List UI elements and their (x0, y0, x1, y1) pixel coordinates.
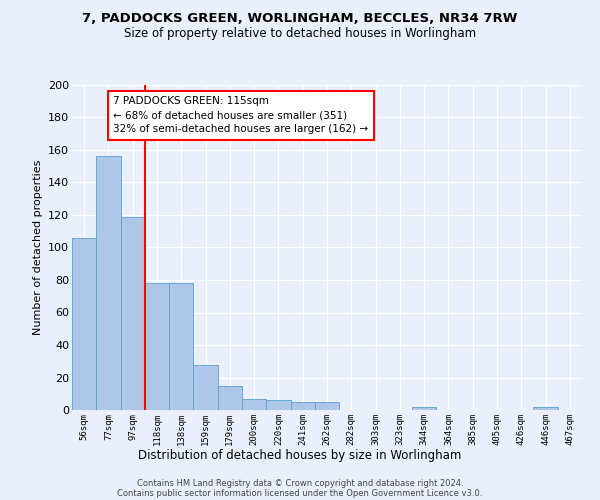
Bar (96, 156, 121, 410)
Bar (169, 283, 193, 410)
Text: Contains public sector information licensed under the Open Government Licence v3: Contains public sector information licen… (118, 488, 482, 498)
Bar (121, 216, 145, 410)
Text: Contains HM Land Registry data © Crown copyright and database right 2024.: Contains HM Land Registry data © Crown c… (137, 478, 463, 488)
Bar (266, 400, 290, 410)
Y-axis label: Number of detached properties: Number of detached properties (32, 160, 43, 335)
Bar (72, 238, 96, 410)
Bar (242, 398, 266, 410)
Text: Size of property relative to detached houses in Worlingham: Size of property relative to detached ho… (124, 28, 476, 40)
Bar (315, 402, 339, 410)
Bar (412, 407, 436, 410)
Bar (290, 402, 315, 410)
Text: 7 PADDOCKS GREEN: 115sqm
← 68% of detached houses are smaller (351)
32% of semi-: 7 PADDOCKS GREEN: 115sqm ← 68% of detach… (113, 96, 368, 134)
Bar (218, 386, 242, 410)
Text: Distribution of detached houses by size in Worlingham: Distribution of detached houses by size … (139, 448, 461, 462)
Bar (145, 283, 169, 410)
Bar (193, 364, 218, 410)
Bar (533, 407, 558, 410)
Text: 7, PADDOCKS GREEN, WORLINGHAM, BECCLES, NR34 7RW: 7, PADDOCKS GREEN, WORLINGHAM, BECCLES, … (82, 12, 518, 26)
